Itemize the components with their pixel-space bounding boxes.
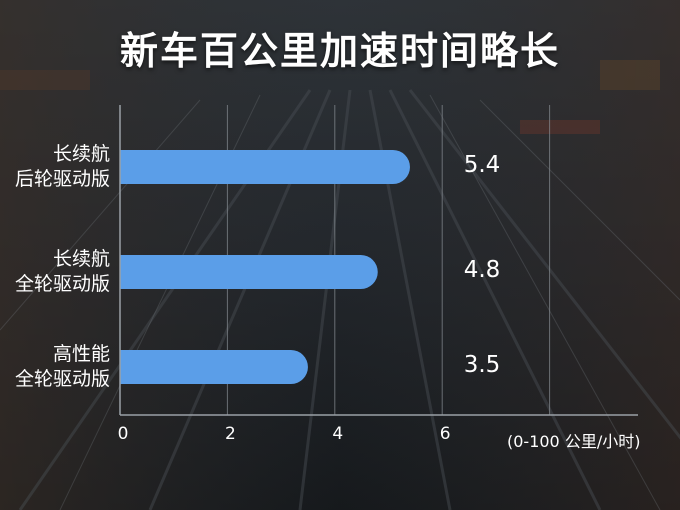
bar: [120, 350, 308, 384]
category-label: 长续航后轮驱动版: [0, 142, 110, 192]
category-label-line: 后轮驱动版: [14, 168, 110, 190]
category-label-line: 高性能: [52, 343, 110, 365]
chart-title: 新车百公里加速时间略长: [119, 29, 560, 73]
x-axis-unit-label: (0-100 公里/小时): [507, 432, 641, 451]
bar: [120, 150, 410, 184]
x-tick-label: 2: [224, 424, 236, 444]
x-tick-label: 6: [439, 424, 451, 444]
bar-base: [120, 350, 137, 384]
bar: [120, 255, 378, 289]
x-tick-label: 4: [332, 424, 344, 444]
x-tick-label: 0: [117, 424, 129, 444]
category-label: 长续航全轮驱动版: [0, 247, 110, 297]
category-label-line: 长续航: [52, 248, 110, 270]
value-label: 4.8: [463, 257, 501, 283]
bar-base: [120, 150, 137, 184]
category-label-line: 长续航: [52, 143, 110, 165]
category-label: 高性能全轮驱动版: [0, 342, 110, 392]
category-label-line: 全轮驱动版: [14, 368, 110, 390]
category-label-line: 全轮驱动版: [14, 273, 110, 295]
value-label: 5.4: [463, 152, 501, 178]
bar-base: [120, 255, 137, 289]
value-label: 3.5: [463, 352, 501, 378]
